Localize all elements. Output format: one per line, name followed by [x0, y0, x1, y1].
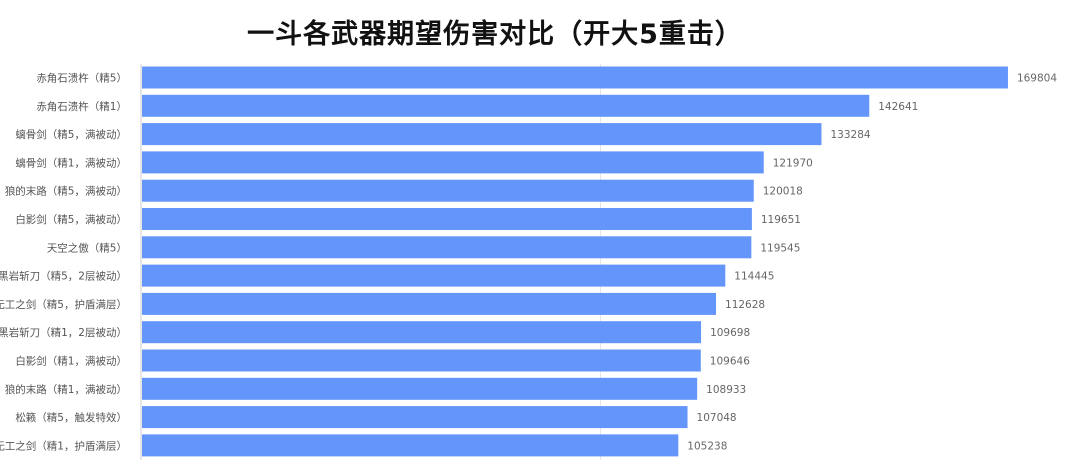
bar [142, 292, 717, 315]
value-label: 108933 [706, 384, 746, 396]
value-label: 119545 [760, 242, 800, 254]
value-label: 119651 [761, 214, 801, 226]
bar-layer [142, 66, 1008, 457]
chart-title: 一斗各武器期望伤害对比（开大5重击） [247, 19, 743, 50]
bar [142, 236, 752, 259]
bar [142, 66, 1008, 89]
bar [142, 321, 702, 344]
value-label: 105238 [687, 440, 727, 452]
bar [142, 264, 726, 287]
bar [142, 377, 698, 400]
category-label: 螭骨剑（精1，满被动） [15, 156, 127, 169]
category-label: 无工之剑（精1，护盾满层） [0, 439, 127, 452]
value-label: 120018 [763, 186, 803, 198]
value-label: 114445 [734, 271, 774, 283]
category-label: 松籁（精5，触发特效） [15, 411, 127, 424]
bar [142, 434, 679, 457]
value-label: 109698 [710, 327, 750, 339]
value-label: 107048 [697, 412, 737, 424]
category-label: 赤角石溃杵（精1） [36, 100, 127, 113]
label-layer: 赤角石溃杵（精5） 169804 赤角石溃杵（精1） 142641 螭骨剑（精5，满被动… [0, 72, 1057, 453]
bar [142, 406, 688, 429]
category-label: 狼的末路（精5，满被动） [5, 185, 127, 198]
category-label: 无工之剑（精5，护盾满层） [0, 298, 127, 311]
value-label: 112628 [725, 299, 765, 311]
value-label: 169804 [1017, 73, 1057, 85]
category-label: 狼的末路（精1，满被动） [5, 383, 127, 396]
category-label: 白影剑（精5，满被动） [15, 213, 127, 226]
value-label: 121970 [773, 157, 813, 169]
category-label: 黑岩斩刀（精1，2层被动） [0, 326, 127, 339]
category-label: 赤角石溃杵（精5） [36, 72, 127, 85]
bar [142, 349, 701, 372]
category-label: 白影剑（精1，满被动） [15, 355, 127, 368]
category-label: 黑岩斩刀（精5，2层被动） [0, 270, 127, 283]
bar [142, 94, 870, 117]
value-label: 133284 [830, 129, 870, 141]
value-label: 109646 [710, 356, 750, 368]
bar [142, 151, 764, 174]
bar [142, 123, 822, 146]
category-label: 天空之傲（精5） [47, 241, 127, 254]
category-label: 螭骨剑（精5，满被动） [15, 128, 127, 141]
bar [142, 208, 752, 230]
bar [142, 179, 754, 202]
value-label: 142641 [878, 101, 918, 113]
